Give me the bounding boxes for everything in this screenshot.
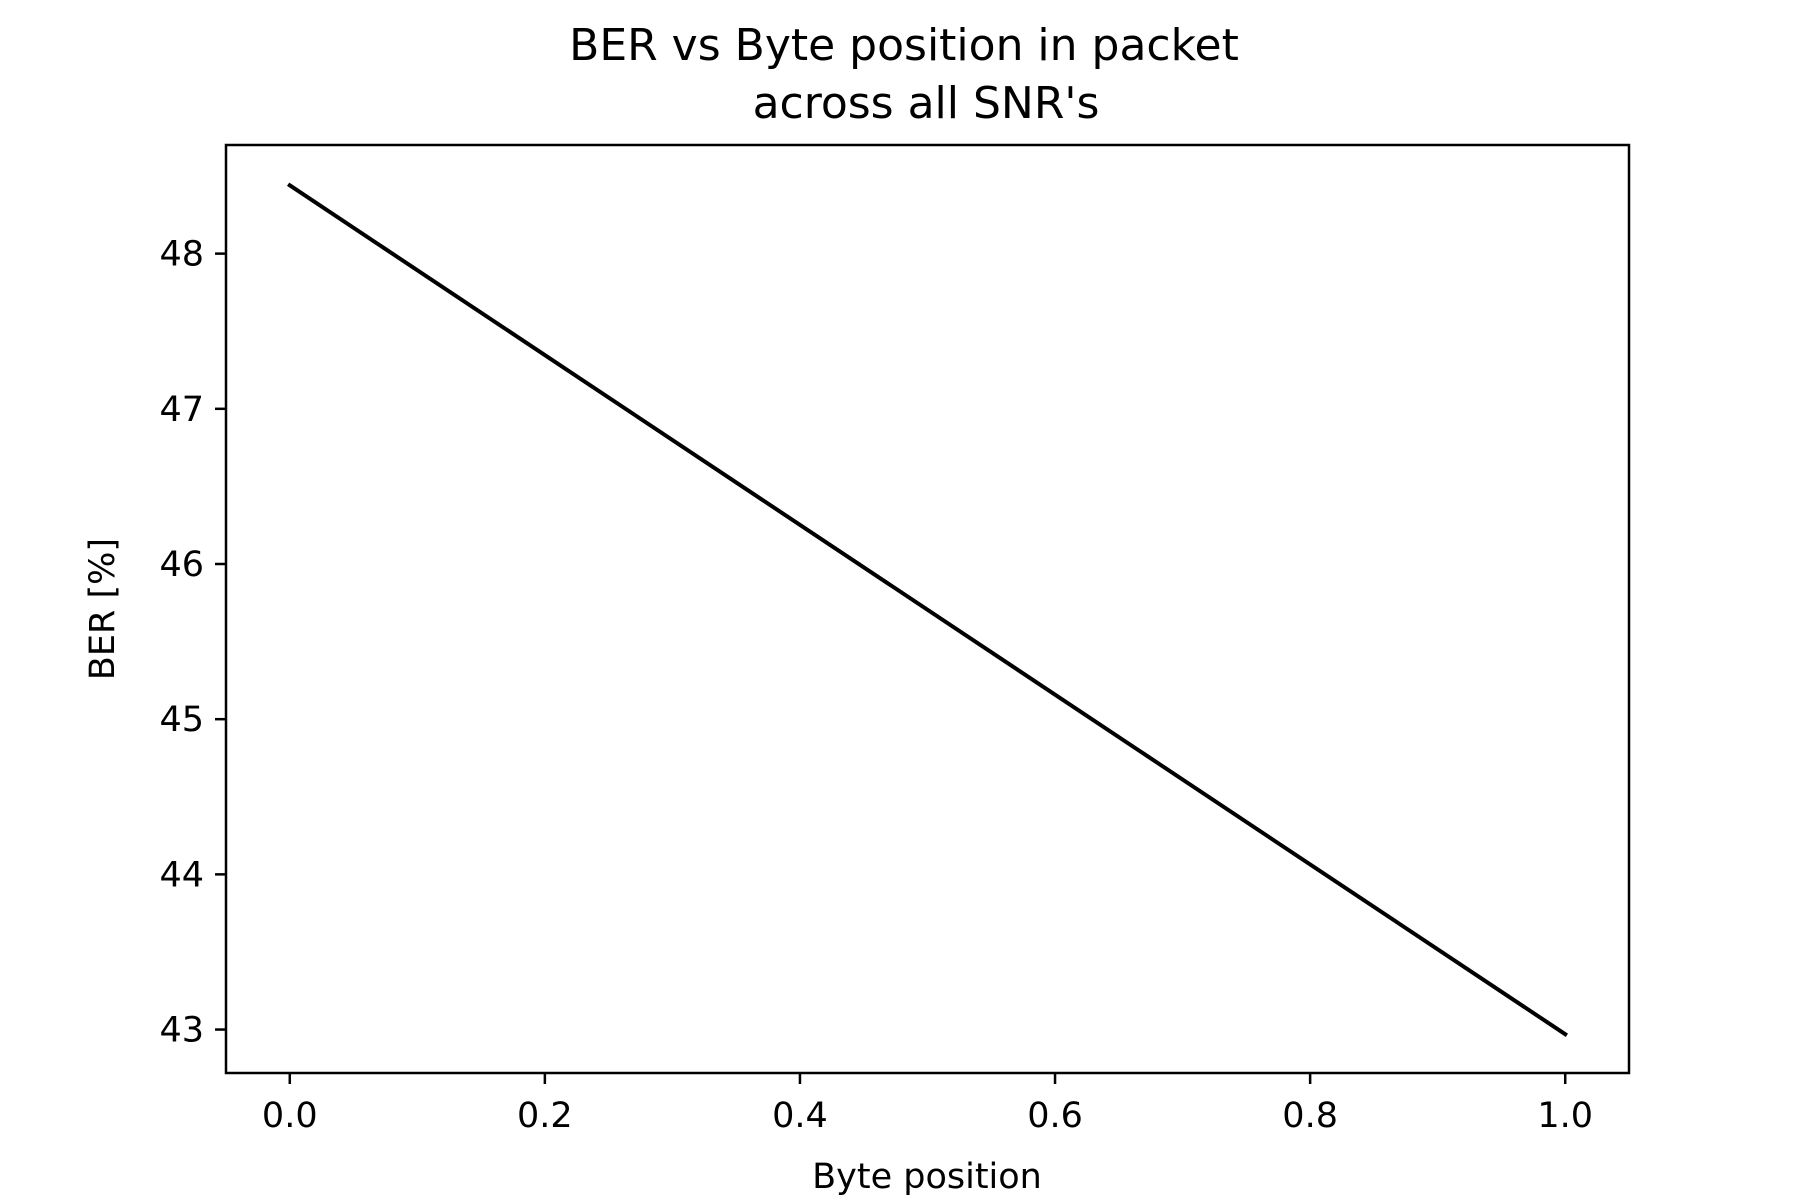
x-tick-label: 1.0 [1537,1096,1593,1136]
plot-layer [286,182,1569,1037]
x-tick-label: 0.2 [517,1096,573,1136]
plot-frame [224,143,1631,1075]
x-axis-label: Byte position [812,1157,1042,1197]
chart-subtitle: across all SNR's [753,78,1100,129]
y-tick-label: 43 [159,1011,204,1051]
y-tick-label: 46 [159,545,204,585]
x-tick-label: 0.0 [262,1096,318,1136]
x-tick-label: 0.8 [1282,1096,1338,1136]
y-axis-ticks: 43 44 45 46 47 48 [159,235,226,1051]
chart-title: BER vs Byte position in packet [569,20,1239,71]
x-tick-label: 0.6 [1027,1096,1083,1136]
y-tick-label: 44 [159,855,204,895]
x-axis-ticks: 0.0 0.2 0.4 0.6 0.8 1.0 [262,1073,1593,1136]
y-tick-label: 48 [159,235,204,275]
y-tick-label: 47 [159,390,204,430]
y-axis-label: BER [%] [83,538,123,680]
x-tick-label: 0.4 [772,1096,828,1136]
y-tick-label: 45 [159,700,204,740]
series-line-0 [286,182,1569,1037]
